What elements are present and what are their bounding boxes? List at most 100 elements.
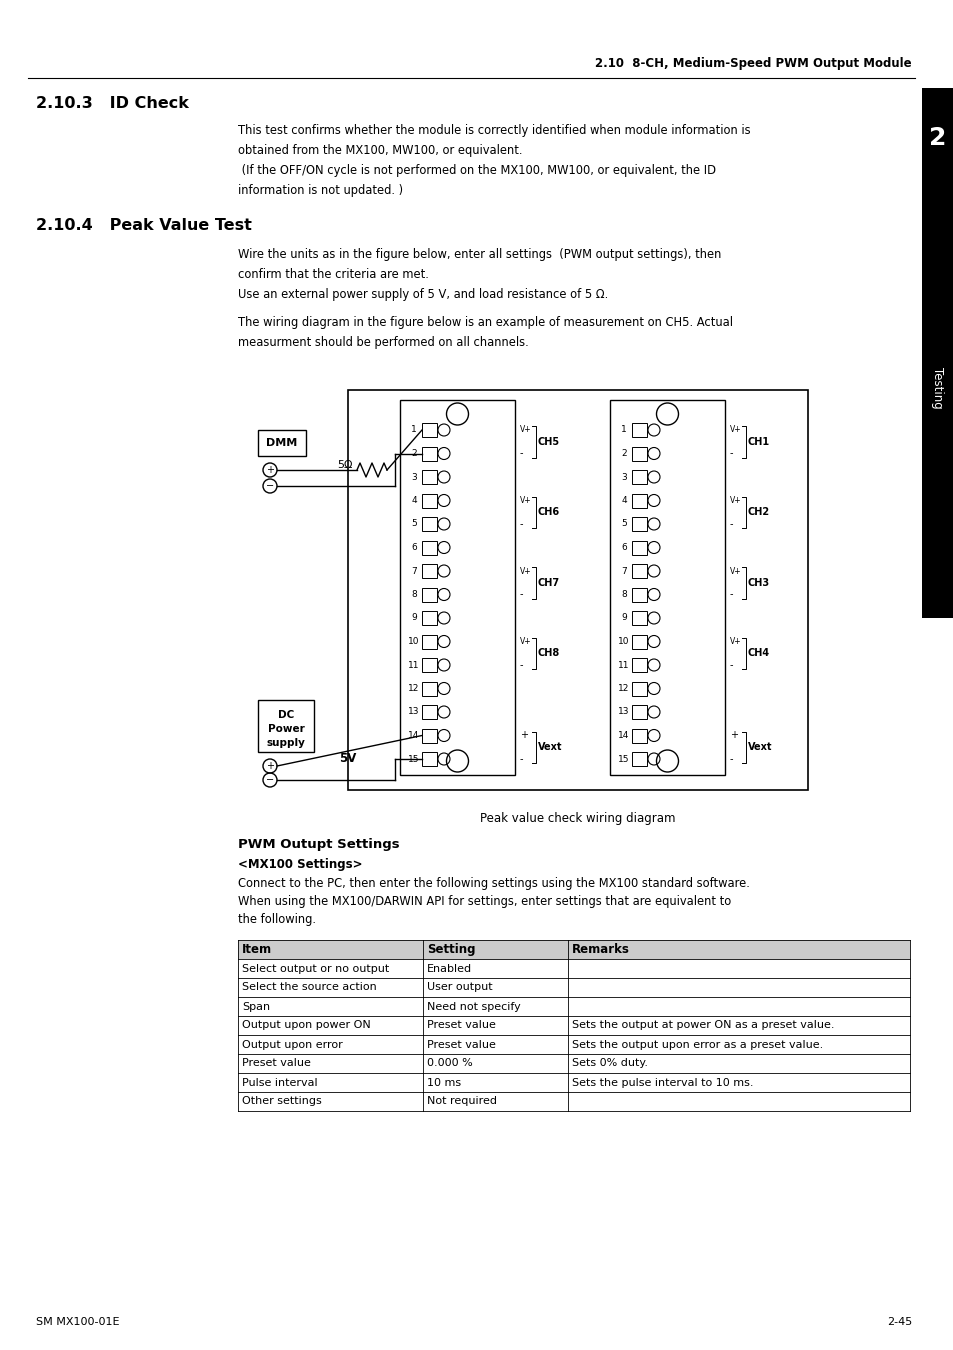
Text: CH7: CH7 <box>537 578 559 587</box>
Text: DMM: DMM <box>266 437 297 448</box>
Bar <box>631 612 646 625</box>
Text: V+: V+ <box>729 567 740 575</box>
Text: -: - <box>729 518 733 529</box>
Bar <box>631 423 646 437</box>
Text: 11: 11 <box>408 660 419 670</box>
Text: DC: DC <box>277 710 294 720</box>
Text: +: + <box>266 761 274 771</box>
Text: information is not updated. ): information is not updated. ) <box>237 184 403 197</box>
Bar <box>421 587 436 602</box>
Text: 2.10.4   Peak Value Test: 2.10.4 Peak Value Test <box>36 217 252 234</box>
Bar <box>237 1092 909 1111</box>
Text: CH2: CH2 <box>747 508 769 517</box>
Text: -: - <box>729 590 733 599</box>
Text: -: - <box>729 755 733 764</box>
Text: Preset value: Preset value <box>427 1040 496 1049</box>
Bar <box>631 517 646 531</box>
Text: This test confirms whether the module is correctly identified when module inform: This test confirms whether the module is… <box>237 124 750 136</box>
Text: Connect to the PC, then enter the following settings using the MX100 standard so: Connect to the PC, then enter the follow… <box>237 878 749 890</box>
Text: -: - <box>519 448 523 459</box>
Bar <box>237 940 909 958</box>
Bar <box>237 958 909 977</box>
Bar <box>421 447 436 460</box>
Bar <box>421 612 436 625</box>
Bar <box>421 564 436 578</box>
Text: -: - <box>519 755 523 764</box>
Text: Vext: Vext <box>537 743 562 752</box>
Text: CH4: CH4 <box>747 648 769 659</box>
Bar <box>421 494 436 508</box>
Bar <box>921 88 953 618</box>
Bar <box>237 1054 909 1073</box>
Text: −: − <box>266 481 274 491</box>
Bar <box>631 657 646 672</box>
Text: 5: 5 <box>411 520 416 528</box>
Text: Select the source action: Select the source action <box>242 983 376 992</box>
Text: The wiring diagram in the figure below is an example of measurement on CH5. Actu: The wiring diagram in the figure below i… <box>237 316 732 329</box>
Text: −: − <box>266 775 274 784</box>
Text: Use an external power supply of 5 V, and load resistance of 5 Ω.: Use an external power supply of 5 V, and… <box>237 288 608 301</box>
Text: 3: 3 <box>620 472 626 482</box>
Text: confirm that the criteria are met.: confirm that the criteria are met. <box>237 269 429 281</box>
Text: +: + <box>729 730 738 741</box>
Text: 9: 9 <box>620 613 626 622</box>
Bar <box>421 729 436 742</box>
Bar <box>631 729 646 742</box>
Text: measurment should be performed on all channels.: measurment should be performed on all ch… <box>237 336 528 350</box>
Text: 2: 2 <box>411 450 416 458</box>
Text: 10: 10 <box>618 637 629 647</box>
Text: 12: 12 <box>618 684 629 693</box>
Bar <box>631 470 646 485</box>
Text: 3: 3 <box>411 472 416 482</box>
Bar <box>631 540 646 555</box>
Text: 13: 13 <box>618 707 629 717</box>
Text: V+: V+ <box>519 425 531 435</box>
Text: 12: 12 <box>408 684 419 693</box>
Text: -: - <box>519 518 523 529</box>
Text: -: - <box>729 448 733 459</box>
Text: 8: 8 <box>620 590 626 599</box>
Bar <box>237 1073 909 1092</box>
Text: -: - <box>519 660 523 670</box>
Text: 14: 14 <box>408 730 419 740</box>
Text: the following.: the following. <box>237 913 315 926</box>
Bar <box>631 634 646 648</box>
Bar <box>237 998 909 1017</box>
Text: Vext: Vext <box>747 743 772 752</box>
Bar <box>237 977 909 998</box>
Text: -: - <box>729 660 733 670</box>
Text: 1: 1 <box>620 425 626 435</box>
Text: 10: 10 <box>408 637 419 647</box>
Text: Select output or no output: Select output or no output <box>242 964 389 973</box>
Bar <box>631 564 646 578</box>
Bar <box>348 390 807 790</box>
Bar <box>237 1017 909 1035</box>
Text: Output upon power ON: Output upon power ON <box>242 1021 371 1030</box>
Text: (If the OFF/ON cycle is not performed on the MX100, MW100, or equivalent, the ID: (If the OFF/ON cycle is not performed on… <box>237 163 716 177</box>
Text: PWM Outupt Settings: PWM Outupt Settings <box>237 838 399 850</box>
Text: 15: 15 <box>618 755 629 764</box>
Text: Output upon error: Output upon error <box>242 1040 342 1049</box>
Text: Wire the units as in the figure below, enter all settings  (PWM output settings): Wire the units as in the figure below, e… <box>237 248 720 261</box>
Text: V+: V+ <box>729 495 740 505</box>
Bar <box>631 682 646 695</box>
Text: CH8: CH8 <box>537 648 559 659</box>
Text: SM MX100-01E: SM MX100-01E <box>36 1318 119 1327</box>
Text: V+: V+ <box>729 425 740 435</box>
Bar <box>421 423 436 437</box>
Text: CH5: CH5 <box>537 437 559 447</box>
Text: Testing: Testing <box>930 367 943 409</box>
Text: V+: V+ <box>519 495 531 505</box>
Bar <box>421 705 436 720</box>
Text: 9: 9 <box>411 613 416 622</box>
Bar <box>421 540 436 555</box>
Text: 8: 8 <box>411 590 416 599</box>
Text: 1: 1 <box>411 425 416 435</box>
Text: 6: 6 <box>411 543 416 552</box>
Text: Sets 0% duty.: Sets 0% duty. <box>572 1058 647 1068</box>
Text: CH1: CH1 <box>747 437 769 447</box>
Bar <box>421 517 436 531</box>
Bar <box>257 701 314 752</box>
Text: Need not specify: Need not specify <box>427 1002 520 1011</box>
Text: 7: 7 <box>411 567 416 575</box>
